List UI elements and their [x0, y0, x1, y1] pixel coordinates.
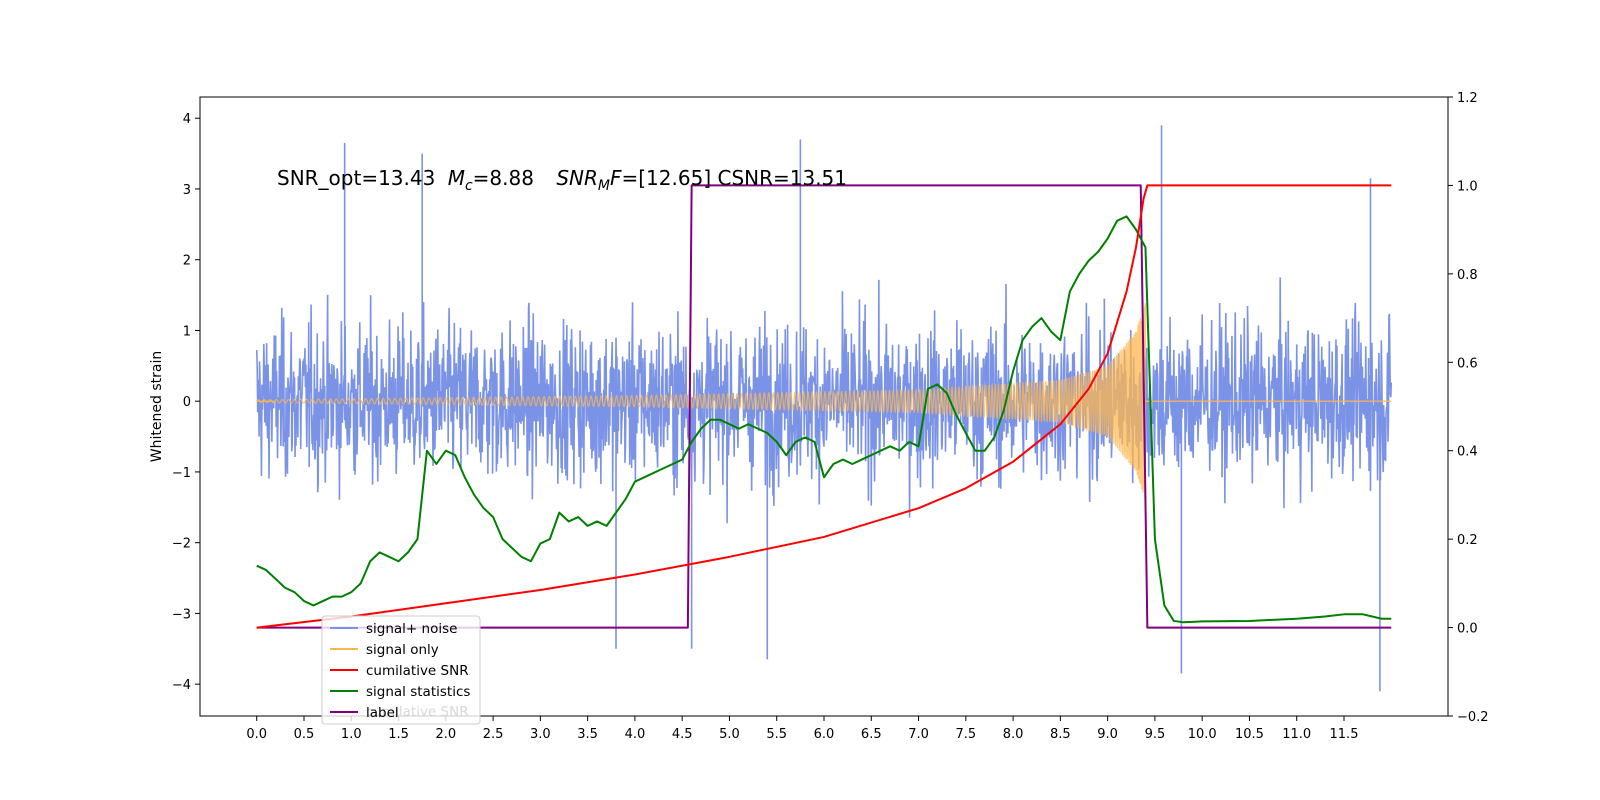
y-tick-label: −1 [172, 466, 191, 481]
y-tick-label-right: 0.2 [1457, 533, 1478, 548]
x-tick-label: 1.0 [341, 727, 362, 742]
x-tick-label: 3.0 [530, 727, 551, 742]
title-mc-sub: c [465, 178, 473, 194]
x-tick-label: 1.5 [388, 727, 409, 742]
y-tick-label: 0 [183, 395, 191, 410]
legend-hidden-text: cumilative SNR [366, 704, 469, 720]
series-label-line [256, 184, 1392, 629]
x-tick-label: 11.5 [1330, 727, 1359, 742]
chart-title: SNR_opt=13.43 Mc=8.88 SNRMF=[12.65] CSNR… [277, 166, 847, 194]
series-signal-noise-line [255, 277, 1393, 524]
x-axis: 0.0 0.5 1.0 1.5 2.0 2.5 3.0 3.5 4.0 4.5 5.0 5.5 6.0 6… [246, 716, 1358, 742]
y-axis-left: 4 3 2 1 0 −1 −2 −3 −4 [172, 112, 200, 693]
title-mc-symbol: M [448, 166, 465, 190]
legend-box [321, 615, 481, 725]
x-tick-label: 2.5 [483, 727, 504, 742]
y-tick-label-right: 0.6 [1457, 356, 1478, 371]
title-snrmf-value: =[12.65] CSNR=13.51 [622, 166, 848, 190]
y-tick-label: 4 [183, 112, 191, 127]
x-tick-label: 8.5 [1050, 727, 1071, 742]
y-tick-label-right: 0.8 [1457, 268, 1478, 283]
y-tick-label: −3 [172, 607, 191, 622]
series-signal-only-line [256, 303, 1147, 499]
legend-label: signal statistics [366, 684, 470, 700]
y-tick-label-right: 1.0 [1457, 179, 1478, 194]
legend-label: signal only [366, 642, 439, 658]
legend-label: cumilative SNR [366, 663, 469, 679]
x-tick-label: 0.5 [294, 727, 315, 742]
y-tick-label: −2 [172, 537, 191, 552]
x-tick-label: 7.5 [955, 727, 976, 742]
title-snrmf-sub: M [598, 178, 610, 194]
y-axis-right: 1.2 1.0 0.8 0.6 0.4 0.2 0.0 −0.2 [1448, 91, 1489, 725]
y-tick-label: −4 [172, 678, 191, 693]
x-tick-label: 2.0 [435, 727, 456, 742]
x-tick-label: 3.5 [577, 727, 598, 742]
x-tick-label: 9.0 [1097, 727, 1118, 742]
title-snrmf-symbol: SNR [556, 166, 598, 190]
x-tick-label: 5.5 [766, 727, 787, 742]
x-tick-label: 5.0 [719, 727, 740, 742]
legend: cumilative SNR signal+ noise signal only cu… [321, 615, 481, 725]
series-signal-statistics-line [256, 215, 1392, 624]
x-tick-label: 10.5 [1235, 727, 1264, 742]
x-tick-label: 0.0 [246, 727, 267, 742]
title-mc-value: =8.88 [473, 166, 534, 190]
y-tick-label-right: 1.2 [1457, 91, 1478, 106]
x-tick-label: 8.0 [1003, 727, 1024, 742]
y-tick-label: 2 [183, 254, 191, 269]
title-snrmf-f: F [610, 166, 622, 190]
y-tick-label: 1 [183, 324, 191, 339]
x-tick-label: 6.5 [861, 727, 882, 742]
y-tick-label-right: −0.2 [1457, 710, 1489, 725]
legend-label: label [366, 705, 399, 721]
x-tick-label: 7.0 [908, 727, 929, 742]
x-tick-label: 9.5 [1145, 727, 1166, 742]
y-tick-label-right: 0.0 [1457, 622, 1478, 637]
x-tick-label: 4.0 [625, 727, 646, 742]
y-axis-label: Whitened strain [149, 351, 165, 462]
series-cumulative-snr-line [256, 184, 1392, 629]
x-tick-label: 4.5 [672, 727, 693, 742]
y-tick-label: 3 [183, 183, 191, 198]
plot-area [255, 125, 1393, 692]
title-snr-opt: SNR_opt=13.43 [277, 166, 435, 190]
x-tick-label: 6.0 [814, 727, 835, 742]
x-tick-label: 11.0 [1282, 727, 1311, 742]
x-tick-label: 10.0 [1188, 727, 1217, 742]
legend-label: signal+ noise [366, 621, 457, 637]
y-tick-label-right: 0.4 [1457, 445, 1478, 460]
